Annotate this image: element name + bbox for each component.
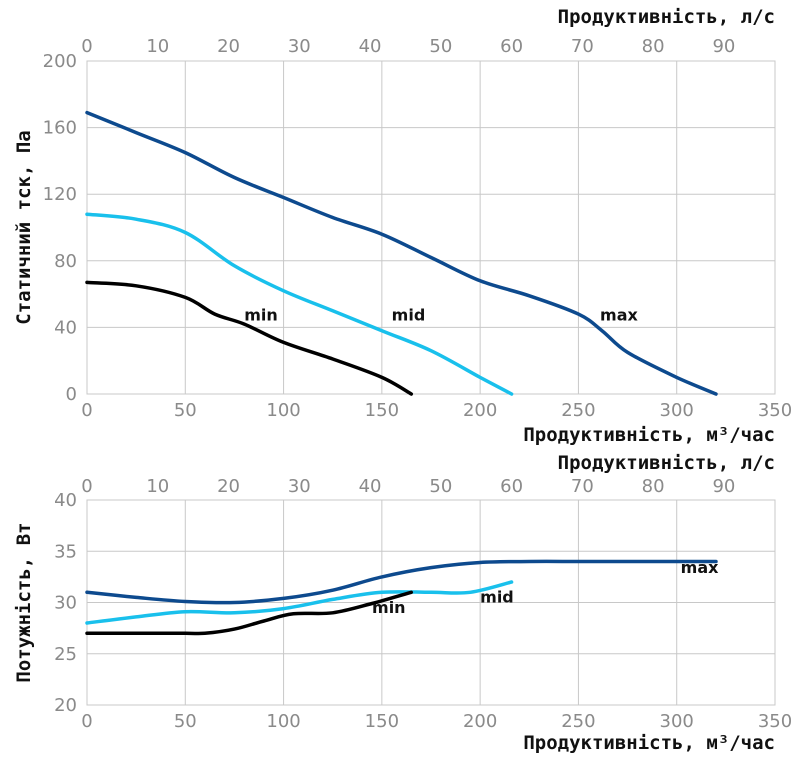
series-line-min	[85, 590, 414, 636]
x2-tick-label: 80	[642, 476, 665, 497]
x-tick-label: 350	[758, 400, 792, 421]
x2-axis-title: Продуктивність, л/с	[558, 452, 775, 474]
x-tick-label: 200	[463, 400, 497, 421]
x-tick-label: 250	[561, 711, 595, 732]
chart-panel-2: 0 50 100 150 200 250 300 350 0 10 20 30 40 50 60 70 80 90…	[13, 452, 792, 754]
x-tick-label: 150	[365, 400, 399, 421]
x2-tick-label: 70	[571, 476, 594, 497]
x-axis-title: Продуктивність, м³/час	[523, 424, 775, 446]
x-tick-label: 150	[365, 711, 399, 732]
x2-tick-label: 40	[359, 476, 382, 497]
x2-tick-label: 70	[571, 36, 594, 57]
y-tick-label: 20	[54, 695, 77, 716]
y-tick-label: 30	[54, 593, 77, 614]
series-line-mid	[85, 212, 514, 396]
x-tick-label: 350	[758, 711, 792, 732]
y-tick-label: 35	[54, 541, 77, 562]
x-tick-label: 0	[81, 711, 92, 732]
x2-tick-label: 90	[712, 36, 735, 57]
x2-axis-title: Продуктивність, л/с	[558, 6, 775, 28]
y-tick-label: 200	[43, 51, 77, 72]
y-tick-label: 80	[54, 251, 77, 272]
x2-tick-label: 20	[217, 36, 240, 57]
curve-label-min: min	[244, 306, 278, 325]
series-line-mid	[85, 580, 514, 625]
curve-label-mid: mid	[392, 306, 426, 325]
x2-tick-label: 50	[429, 476, 452, 497]
y-tick-label: 25	[54, 644, 77, 665]
x2-tick-label: 20	[217, 476, 240, 497]
chart-panel-1: 0 50 100 150 200 250 300 350 0 10 20 30 40 50 60 70 80 90…	[13, 6, 792, 446]
x2-tick-label: 30	[288, 476, 311, 497]
plot-frame	[86, 60, 776, 395]
x2-tick-label: 60	[500, 36, 523, 57]
curve-label-mid: mid	[480, 588, 514, 607]
y-tick-label: 40	[54, 317, 77, 338]
x-tick-label: 100	[266, 711, 300, 732]
x2-tick-label: 60	[500, 476, 523, 497]
series-line-max	[85, 559, 718, 605]
x-tick-label: 200	[463, 711, 497, 732]
curve-label-min: min	[372, 598, 406, 617]
x-axis-title: Продуктивність, м³/час	[523, 732, 775, 754]
y-axis-title: Статичний тск, Па	[13, 130, 35, 324]
plot-frame	[86, 499, 776, 706]
x2-tick-label: 0	[81, 36, 92, 57]
x2-tick-label: 10	[146, 476, 169, 497]
x2-tick-label: 0	[81, 476, 92, 497]
x2-tick-label: 90	[712, 476, 735, 497]
x-tick-label: 100	[266, 400, 300, 421]
x-tick-label: 250	[561, 400, 595, 421]
curve-label-max: max	[600, 306, 638, 325]
series-line-min	[85, 280, 414, 396]
x2-tick-label: 10	[146, 36, 169, 57]
x-tick-label: 50	[174, 711, 197, 732]
curve-label-max: max	[681, 558, 719, 577]
x2-tick-label: 80	[642, 36, 665, 57]
y-tick-label: 160	[43, 118, 77, 139]
x2-tick-label: 30	[288, 36, 311, 57]
y-tick-label: 40	[54, 490, 77, 511]
y-tick-label: 0	[66, 384, 77, 405]
x-tick-label: 0	[81, 400, 92, 421]
series-line-max	[85, 110, 718, 396]
y-axis-title: Потужність, Вт	[13, 522, 35, 682]
x-tick-label: 300	[660, 711, 694, 732]
x2-tick-label: 40	[359, 36, 382, 57]
x-tick-label: 300	[660, 400, 694, 421]
x2-tick-label: 50	[429, 36, 452, 57]
x-tick-label: 50	[174, 400, 197, 421]
y-tick-label: 120	[43, 184, 77, 205]
